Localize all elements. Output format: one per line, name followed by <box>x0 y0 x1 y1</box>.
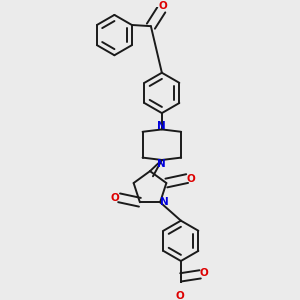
Text: O: O <box>200 268 208 278</box>
Text: O: O <box>111 193 120 203</box>
Text: O: O <box>176 291 184 300</box>
Text: N: N <box>158 158 166 169</box>
Text: N: N <box>158 121 166 131</box>
Text: O: O <box>187 174 195 184</box>
Text: N: N <box>160 197 168 207</box>
Text: O: O <box>158 1 167 11</box>
